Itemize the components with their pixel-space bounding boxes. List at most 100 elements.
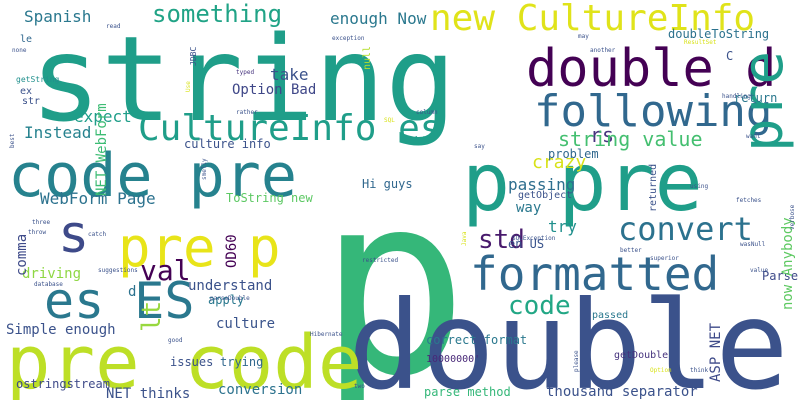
cloud-word: best	[9, 133, 16, 148]
cloud-word: trying	[220, 355, 263, 369]
cloud-word: none	[12, 47, 27, 54]
cloud-word: issues	[170, 355, 213, 369]
cloud-word: Use	[185, 81, 192, 92]
cloud-word: p	[318, 140, 469, 400]
cloud-word: returned	[648, 164, 659, 212]
cloud-word: ResultSet	[684, 39, 717, 46]
cloud-word: fetches	[736, 197, 762, 204]
cloud-word: string	[30, 10, 456, 148]
cloud-word: s	[58, 205, 89, 265]
cloud-word: d	[128, 284, 136, 300]
cloud-word: formatted	[470, 247, 719, 301]
cloud-word: good	[168, 337, 183, 344]
cloud-word: exception	[332, 35, 365, 42]
cloud-word: code pre	[8, 141, 297, 211]
cloud-word: thousand separator	[546, 384, 698, 400]
cloud-word: SQLException	[512, 235, 556, 242]
cloud-word: smelly	[201, 158, 208, 180]
cloud-word: p pre	[462, 136, 703, 229]
cloud-word: restricted	[362, 257, 399, 264]
cloud-word: take	[270, 65, 309, 84]
cloud-word: value	[750, 267, 768, 274]
cloud-word: culture	[216, 316, 275, 332]
cloud-word: 10000000'	[426, 354, 480, 365]
cloud-word: std	[478, 225, 525, 255]
cloud-word: something	[152, 0, 282, 28]
cloud-word: want	[746, 133, 761, 140]
cloud-word: handling	[722, 93, 751, 100]
cloud-word: typed	[236, 69, 254, 76]
cloud-word: better	[620, 247, 642, 254]
cloud-word: culture info	[184, 137, 271, 151]
cloud-word: ostringstream	[16, 377, 110, 391]
cloud-word: Simple enough	[6, 322, 116, 338]
cloud-word: following	[534, 86, 772, 137]
cloud-word: string value	[558, 127, 703, 151]
cloud-word: Instead	[24, 123, 91, 142]
cloud-word: JDBC	[189, 47, 198, 66]
cloud-word: crazy	[532, 152, 586, 173]
cloud-word: return	[734, 91, 777, 105]
cloud-word: read	[106, 23, 121, 30]
cloud-word: Hi guys	[362, 177, 413, 191]
cloud-word: double	[348, 275, 789, 400]
cloud-word: throw	[28, 229, 46, 236]
cloud-word: ex	[20, 86, 32, 97]
cloud-word: superior	[650, 255, 679, 262]
cloud-word: C	[726, 49, 733, 63]
cloud-word: pre	[731, 51, 796, 152]
cloud-word: Hibernate	[310, 331, 343, 338]
cloud-word: getString	[16, 75, 60, 84]
cloud-word: two	[354, 383, 365, 390]
cloud-word: getDouble	[614, 350, 668, 361]
cloud-word: Parse	[762, 269, 798, 283]
cloud-word: parse method	[424, 385, 511, 399]
cloud-word: new CultureInfo	[430, 0, 755, 39]
cloud-word: rs	[590, 123, 614, 147]
cloud-word: column	[416, 109, 438, 116]
cloud-word: val	[140, 254, 191, 287]
cloud-word: NET thinks	[106, 386, 190, 400]
cloud-word: conversion	[218, 382, 302, 398]
cloud-word: Java	[461, 231, 468, 246]
cloud-word: OD60	[224, 234, 240, 268]
cloud-word: WebForm Page	[40, 189, 156, 208]
cloud-word: now Anybody	[780, 217, 796, 310]
cloud-word: three	[32, 219, 50, 226]
cloud-word: think	[690, 367, 708, 374]
cloud-word: passed	[592, 310, 628, 321]
cloud-word: comma	[14, 234, 30, 276]
cloud-word: catch	[88, 231, 106, 238]
cloud-word: getObject	[518, 190, 572, 201]
cloud-word: Spanish	[24, 7, 91, 26]
cloud-word: suggestions	[98, 267, 138, 274]
cloud-word: en US	[508, 237, 544, 251]
cloud-word: CultureInfo es	[138, 108, 441, 149]
cloud-word: try	[548, 217, 577, 236]
cloud-word: another	[590, 47, 616, 54]
cloud-word: es ES	[44, 272, 195, 330]
cloud-word: ToString new	[226, 191, 313, 205]
cloud-word: driving	[22, 266, 81, 282]
cloud-word: please	[573, 350, 580, 372]
cloud-word: Option	[650, 367, 672, 374]
cloud-word: SQL	[384, 117, 395, 124]
cloud-word: ASP NET	[708, 322, 724, 382]
cloud-word: NET WebForm	[94, 103, 110, 196]
cloud-word: doubleToString	[668, 27, 769, 41]
cloud-word: may	[578, 33, 589, 40]
cloud-word: understand	[188, 278, 272, 294]
cloud-word: convert	[618, 210, 753, 248]
cloud-word: pre code	[6, 320, 362, 400]
cloud-word: expect	[74, 107, 132, 126]
cloud-word: database	[34, 281, 63, 288]
cloud-word: way	[516, 200, 541, 216]
cloud-word: le	[20, 34, 32, 45]
cloud-word: passing	[508, 175, 575, 194]
cloud-word: null	[362, 46, 373, 70]
cloud-word: Option Bad	[232, 82, 316, 98]
cloud-word: wasNull	[740, 241, 766, 248]
cloud-word: str	[22, 96, 40, 107]
